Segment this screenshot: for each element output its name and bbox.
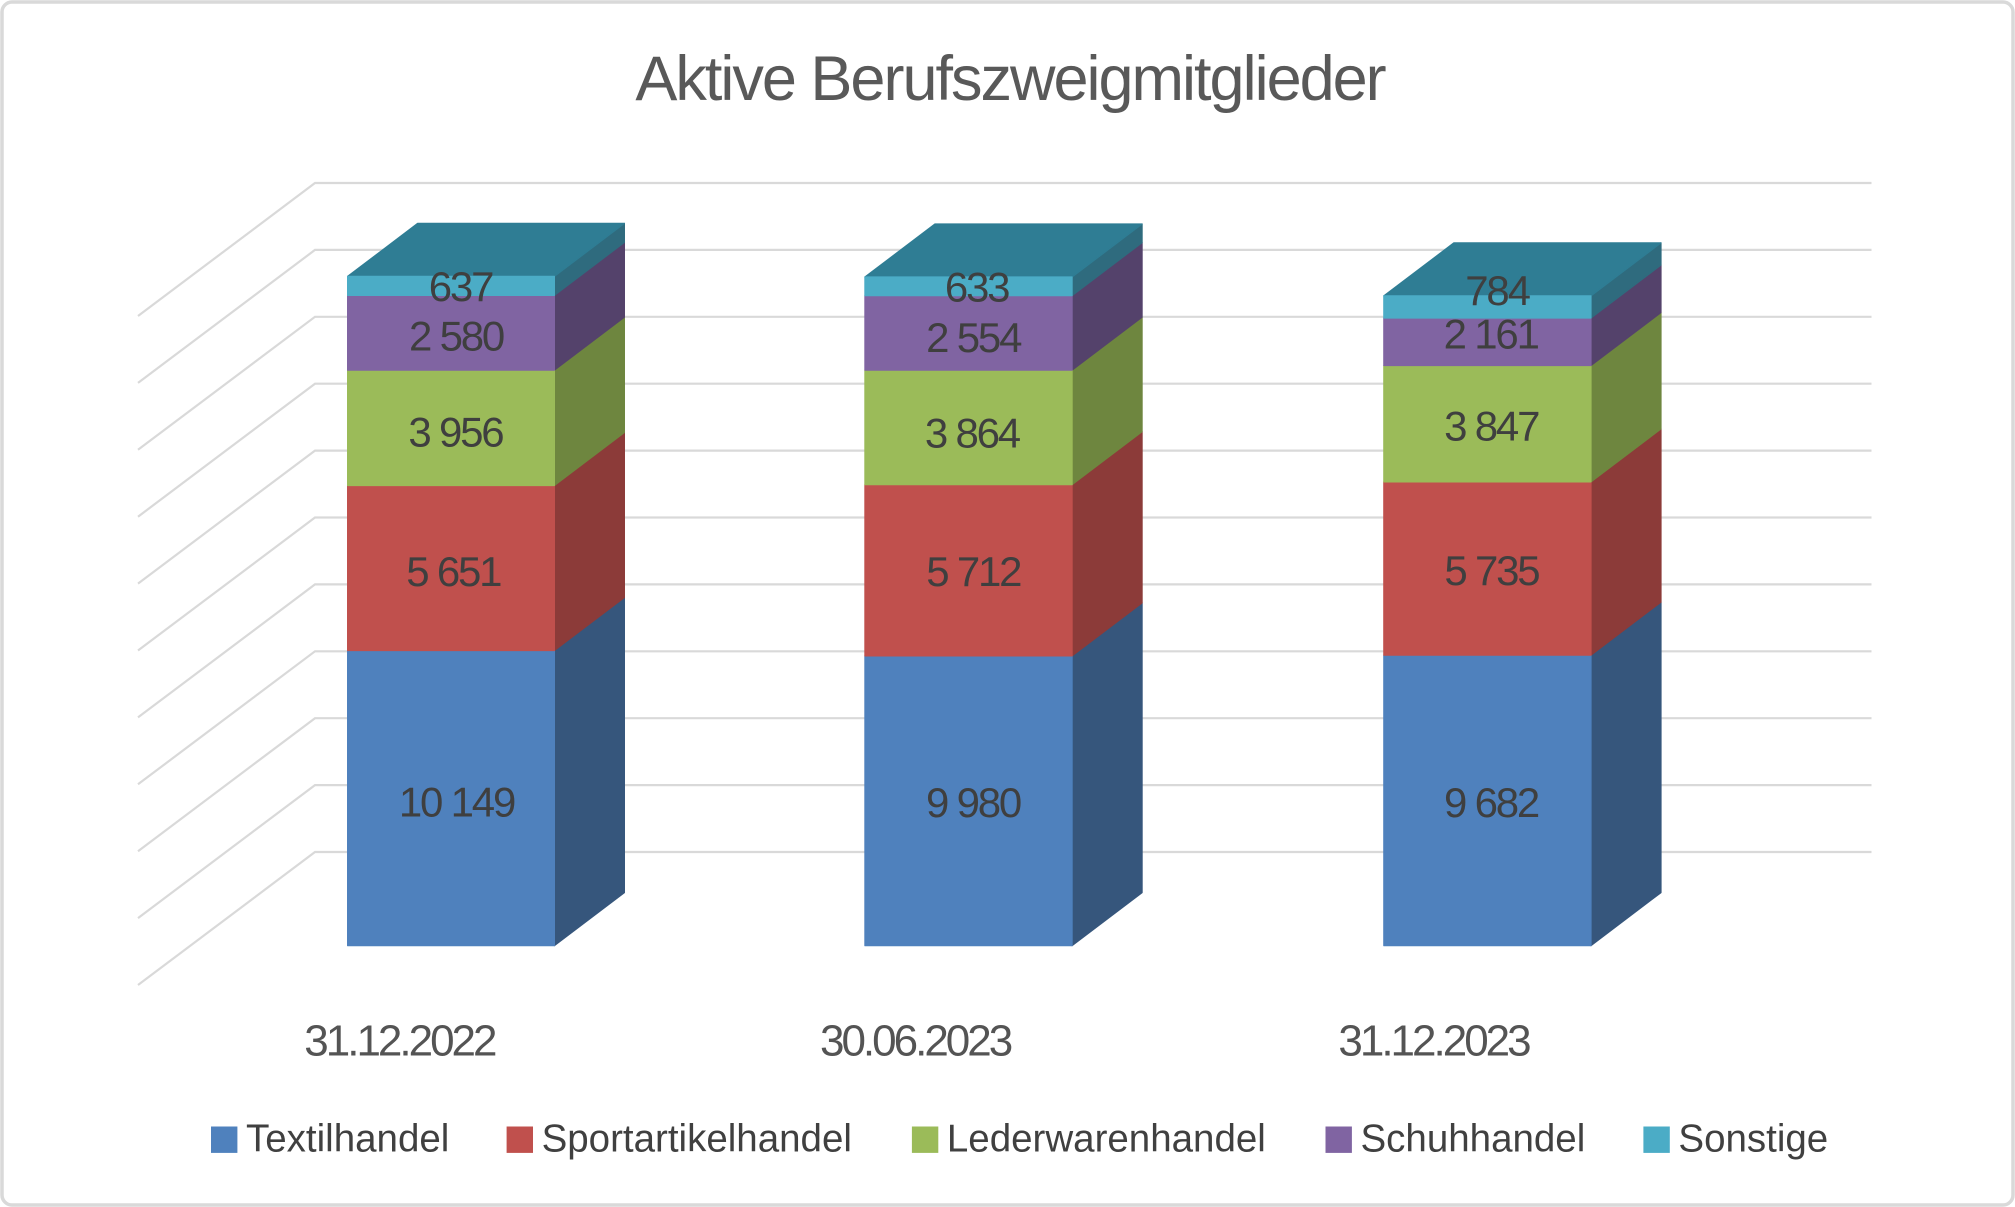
svg-text:Sportartikelhandel: Sportartikelhandel (542, 1118, 852, 1161)
svg-text:5 651: 5 651 (406, 548, 501, 595)
svg-text:5 735: 5 735 (1444, 547, 1539, 594)
svg-text:2 554: 2 554 (926, 314, 1022, 361)
svg-text:10 149: 10 149 (399, 779, 515, 826)
svg-text:31.12.2023: 31.12.2023 (1338, 1017, 1530, 1066)
svg-text:2 161: 2 161 (1444, 310, 1539, 357)
svg-text:633: 633 (945, 264, 1009, 311)
svg-text:3 847: 3 847 (1444, 402, 1539, 449)
svg-text:637: 637 (429, 263, 493, 310)
svg-text:2 580: 2 580 (409, 313, 504, 360)
svg-text:Lederwarenhandel: Lederwarenhandel (947, 1118, 1266, 1161)
svg-text:3 864: 3 864 (925, 410, 1021, 457)
svg-text:784: 784 (1465, 267, 1530, 314)
svg-text:31.12.2022: 31.12.2022 (304, 1017, 496, 1066)
svg-text:9 980: 9 980 (926, 779, 1021, 826)
svg-text:30.06.2023: 30.06.2023 (820, 1017, 1012, 1066)
svg-text:9 682: 9 682 (1444, 779, 1539, 826)
svg-text:3 956: 3 956 (408, 409, 503, 456)
svg-text:Aktive Berufszweigmitglieder: Aktive Berufszweigmitglieder (635, 44, 1385, 114)
svg-text:5 712: 5 712 (926, 548, 1021, 595)
svg-text:Schuhhandel: Schuhhandel (1361, 1118, 1586, 1161)
svg-text:Sonstige: Sonstige (1678, 1118, 1828, 1161)
svg-text:Textilhandel: Textilhandel (246, 1118, 449, 1161)
